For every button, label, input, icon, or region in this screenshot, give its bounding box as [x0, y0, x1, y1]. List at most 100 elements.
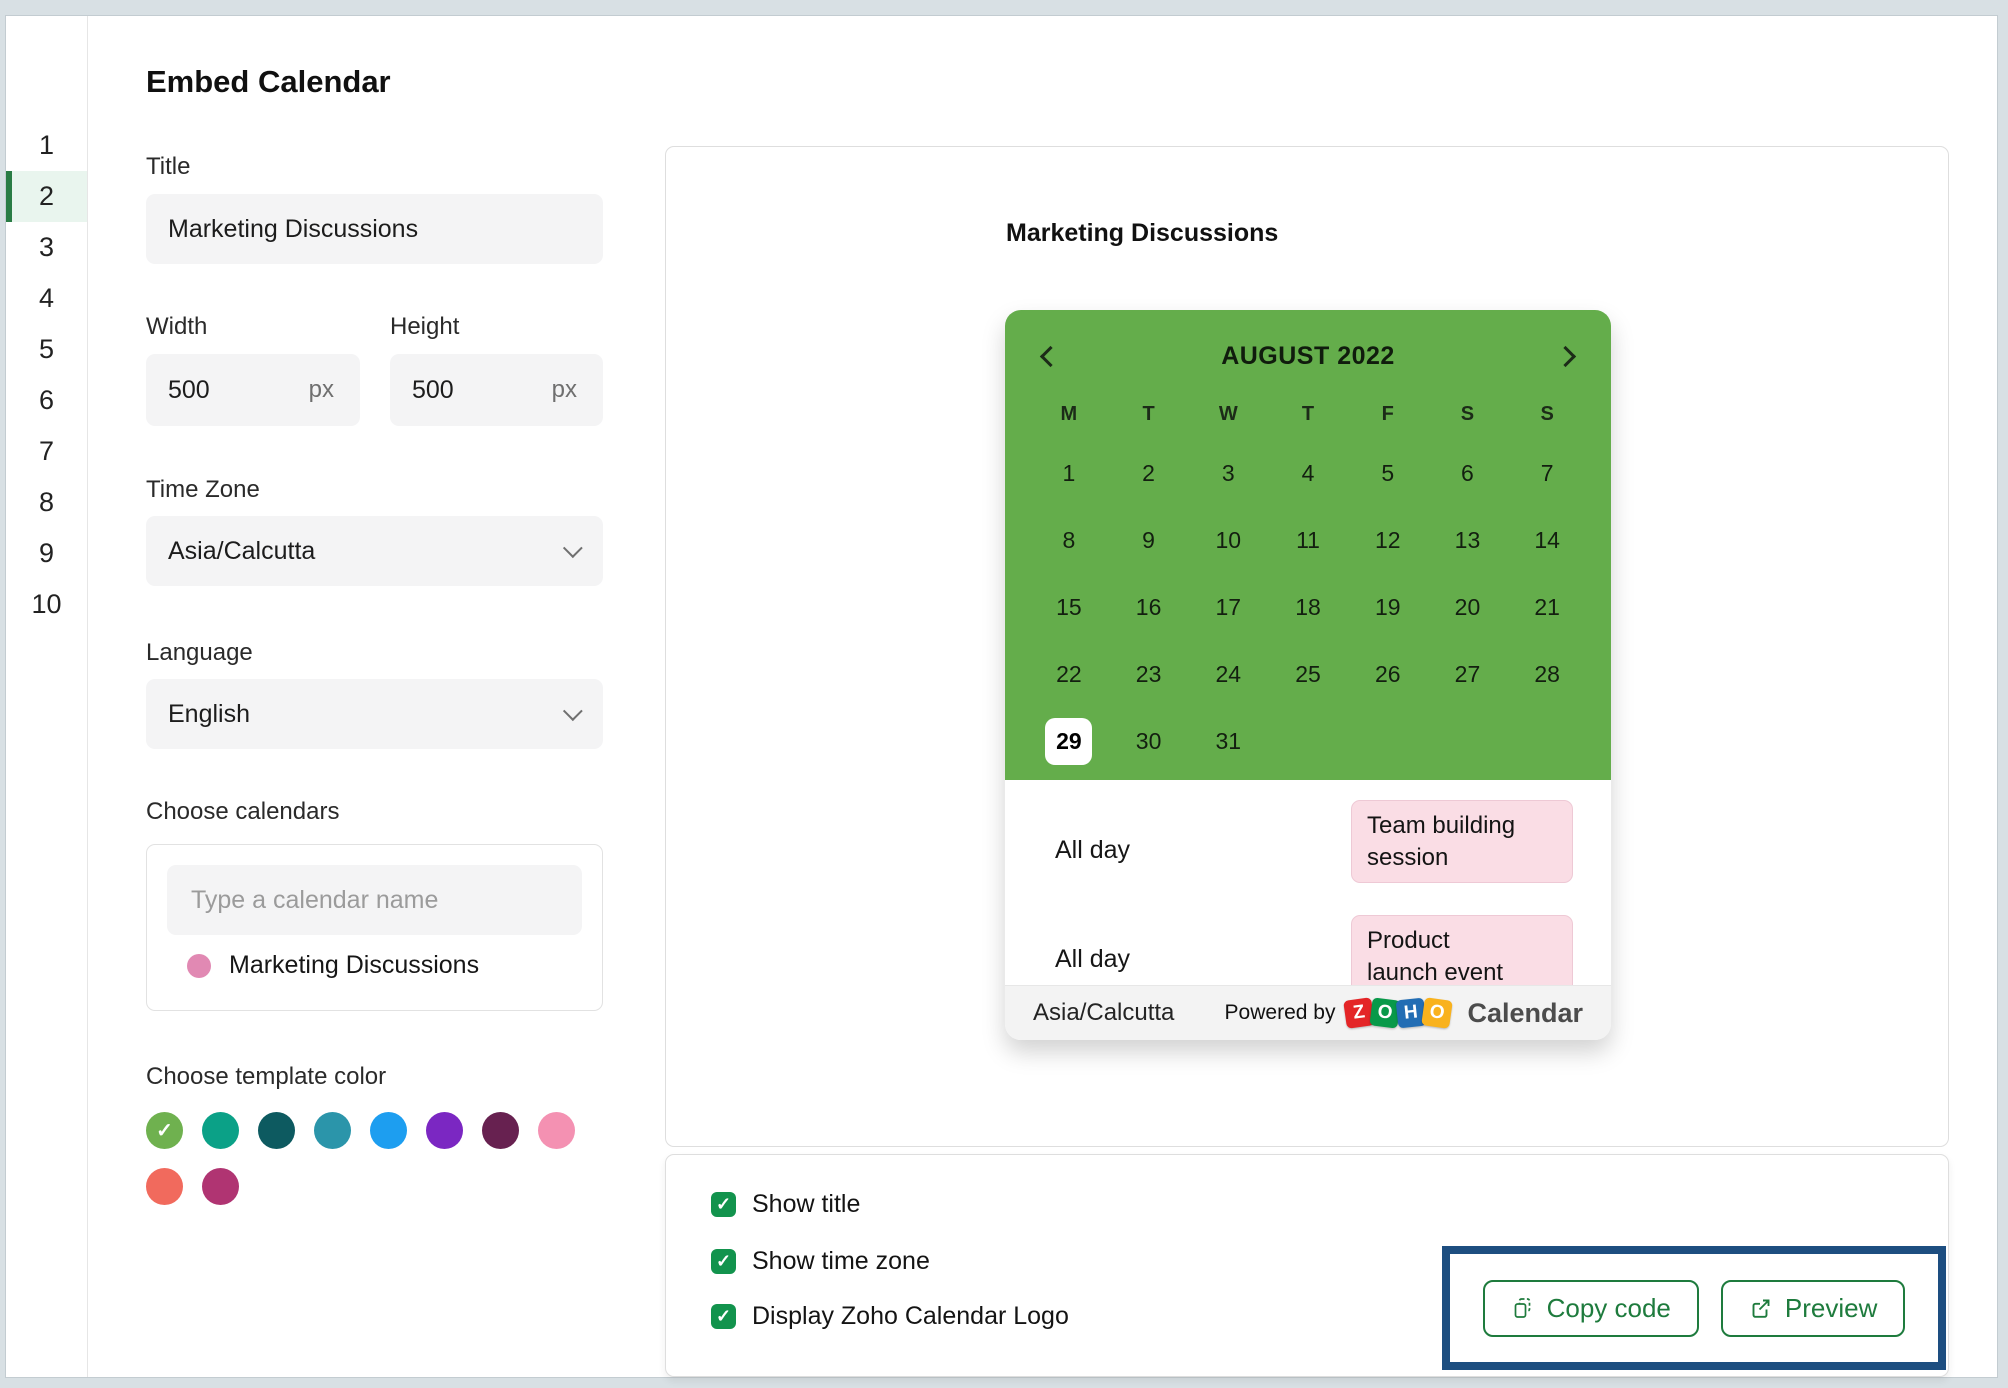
zoho-calendar-wordmark: Calendar — [1467, 997, 1583, 1028]
date-cell-7[interactable]: 7 — [1507, 440, 1587, 507]
color-swatch-6[interactable] — [426, 1112, 463, 1149]
date-cell-11[interactable]: 11 — [1268, 507, 1348, 574]
day-header: W — [1218, 403, 1238, 425]
sidebar-item-1[interactable]: 1 — [38, 130, 55, 160]
date-cell-30[interactable]: 30 — [1109, 708, 1189, 775]
option-show-time-zone[interactable]: ✓ Show time zone — [711, 1247, 930, 1276]
date-number: 7 — [1540, 460, 1554, 486]
sidebar-item-7[interactable]: 7 — [38, 436, 55, 466]
calendar-item-name: Marketing Discussions — [229, 951, 480, 979]
sidebar-item-3[interactable]: 3 — [38, 232, 55, 262]
title-input[interactable] — [146, 214, 603, 244]
date-cell-23[interactable]: 23 — [1109, 641, 1189, 708]
date-cell-8[interactable]: 8 — [1029, 507, 1109, 574]
height-input[interactable] — [390, 375, 500, 405]
date-cell-2[interactable]: 2 — [1109, 440, 1189, 507]
date-cell-10[interactable]: 10 — [1188, 507, 1268, 574]
sidebar-item-2[interactable]: 2 — [6, 171, 87, 222]
date-cell-13[interactable]: 13 — [1428, 507, 1508, 574]
title-label: Title — [146, 153, 191, 180]
calendar-picker-box: Marketing Discussions — [146, 844, 603, 1011]
sidebar-item-9[interactable]: 9 — [38, 538, 55, 568]
language-value: English — [168, 699, 250, 728]
timezone-value: Asia/Calcutta — [168, 536, 316, 565]
date-number: 17 — [1215, 594, 1242, 620]
date-number: 31 — [1215, 728, 1242, 754]
color-swatch-1[interactable]: ✓ — [146, 1112, 183, 1149]
date-cell-9[interactable]: 9 — [1109, 507, 1189, 574]
date-cell-19[interactable]: 19 — [1348, 574, 1428, 641]
color-swatches: ✓ — [146, 1112, 616, 1205]
color-swatch-10[interactable] — [202, 1168, 239, 1205]
date-number — [1524, 718, 1571, 765]
date-number: 23 — [1135, 661, 1162, 687]
date-cell-15[interactable]: 15 — [1029, 574, 1109, 641]
option-label: Display Zoho Calendar Logo — [752, 1302, 1069, 1330]
date-number: 13 — [1454, 527, 1481, 553]
powered-by-text: Powered by — [1224, 1001, 1336, 1024]
event-time: All day — [1055, 836, 1131, 864]
event-chip[interactable]: Team building session — [1351, 800, 1573, 884]
sidebar-item-10[interactable]: 10 — [31, 589, 62, 619]
language-select[interactable]: English — [146, 679, 603, 749]
date-cell-4[interactable]: 4 — [1268, 440, 1348, 507]
sidebar-item-5[interactable]: 5 — [38, 334, 55, 364]
event-time: All day — [1055, 945, 1131, 973]
color-swatch-3[interactable] — [258, 1112, 295, 1149]
color-swatch-5[interactable] — [370, 1112, 407, 1149]
copy-code-button[interactable]: Copy code — [1482, 1279, 1699, 1337]
checkbox-checked-icon[interactable]: ✓ — [711, 1304, 736, 1329]
color-swatch-9[interactable] — [146, 1168, 183, 1205]
chevron-down-icon — [562, 701, 583, 722]
date-cell-22[interactable]: 22 — [1029, 641, 1109, 708]
date-cell-24[interactable]: 24 — [1188, 641, 1268, 708]
color-swatch-7[interactable] — [482, 1112, 519, 1149]
color-swatch-8[interactable] — [538, 1112, 575, 1149]
date-cell-1[interactable]: 1 — [1029, 440, 1109, 507]
copy-code-label: Copy code — [1546, 1292, 1671, 1323]
date-number: 6 — [1461, 460, 1474, 486]
preview-calendar-title: Marketing Discussions — [1006, 219, 1279, 247]
date-cell-20[interactable]: 20 — [1428, 574, 1508, 641]
checkbox-checked-icon[interactable]: ✓ — [711, 1192, 736, 1217]
date-cell-29[interactable]: 29 — [1029, 708, 1109, 775]
date-cell-25[interactable]: 25 — [1268, 641, 1348, 708]
color-swatch-2[interactable] — [202, 1112, 239, 1149]
date-cell-empty — [1507, 708, 1587, 775]
next-month-icon[interactable] — [1554, 345, 1577, 367]
date-cell-21[interactable]: 21 — [1507, 574, 1587, 641]
calendar-list-item[interactable]: Marketing Discussions — [167, 951, 582, 980]
date-cell-6[interactable]: 6 — [1428, 440, 1508, 507]
date-cell-26[interactable]: 26 — [1348, 641, 1428, 708]
date-cell-27[interactable]: 27 — [1428, 641, 1508, 708]
option-display-zoho-calendar-logo[interactable]: ✓ Display Zoho Calendar Logo — [711, 1302, 1069, 1331]
date-cell-18[interactable]: 18 — [1268, 574, 1348, 641]
height-unit: px — [551, 376, 577, 403]
sidebar-item-8[interactable]: 8 — [38, 487, 55, 517]
date-cell-12[interactable]: 12 — [1348, 507, 1428, 574]
checkbox-checked-icon[interactable]: ✓ — [711, 1249, 736, 1274]
date-cell-17[interactable]: 17 — [1188, 574, 1268, 641]
date-number: 20 — [1454, 594, 1481, 620]
timezone-select[interactable]: Asia/Calcutta — [146, 516, 603, 586]
date-cell-16[interactable]: 16 — [1109, 574, 1189, 641]
date-number: 4 — [1301, 460, 1315, 486]
preview-button[interactable]: Preview — [1720, 1279, 1906, 1337]
calendar-search-input[interactable] — [167, 865, 582, 935]
sidebar-item-6[interactable]: 6 — [38, 385, 55, 415]
event-chip[interactable]: Product launch event — [1351, 915, 1573, 985]
date-cell-3[interactable]: 3 — [1188, 440, 1268, 507]
date-cell-31[interactable]: 31 — [1188, 708, 1268, 775]
color-swatch-4[interactable] — [314, 1112, 351, 1149]
date-cell-28[interactable]: 28 — [1507, 641, 1587, 708]
date-cell-14[interactable]: 14 — [1507, 507, 1587, 574]
sidebar-item-4[interactable]: 4 — [38, 283, 55, 313]
date-cell-empty — [1268, 708, 1348, 775]
width-input[interactable] — [146, 375, 256, 405]
week-row: 8 9 10 11 12 13 14 — [1019, 507, 1597, 574]
option-show-title[interactable]: ✓ Show title — [711, 1190, 860, 1219]
date-number: 18 — [1295, 594, 1321, 620]
date-cell-5[interactable]: 5 — [1348, 440, 1428, 507]
